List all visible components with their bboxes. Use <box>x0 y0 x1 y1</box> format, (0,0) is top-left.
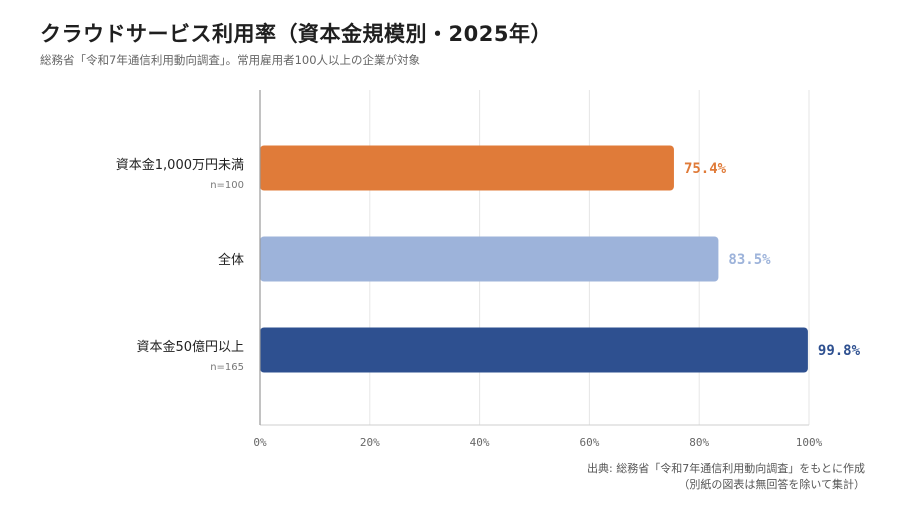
bars <box>260 145 808 373</box>
sample-size-label: n=165 <box>210 362 244 373</box>
source-line-1: 出典: 総務省「令和7年通信利用動向調査」をもとに作成 <box>587 462 865 475</box>
category-label: 資本金1,000万円未満 <box>116 157 244 173</box>
chart-title: クラウドサービス利用率（資本金規模別・2025年） <box>40 22 552 46</box>
bar-value-label: 75.4% <box>684 161 727 177</box>
bar-value-label: 99.8% <box>818 343 861 359</box>
x-tick-label: 100% <box>796 436 823 449</box>
x-tick-label: 0% <box>253 436 267 449</box>
source-line-2: （別紙の図表は無回答を除いて集計） <box>678 478 865 491</box>
category-labels: 75.4% 資本金1,000万円未満 n=100 83.5% 全体 99.8% 資本金50億… <box>116 157 861 373</box>
source-note: 出典: 総務省「令和7年通信利用動向調査」をもとに作成 （別紙の図表は無回答を除… <box>587 461 865 493</box>
sample-size-label: n=100 <box>210 180 244 191</box>
x-tick-label: 20% <box>360 436 380 449</box>
bar <box>260 327 808 373</box>
bar-value-label: 83.5% <box>728 252 771 268</box>
bar <box>260 145 674 191</box>
bar <box>260 236 719 282</box>
x-tick-label: 60% <box>579 436 599 449</box>
chart-subtitle: 総務省「令和7年通信利用動向調査」。常用雇用者100人以上の企業が対象 <box>40 53 421 67</box>
category-label: 資本金50億円以上 <box>136 339 244 355</box>
x-tick-label: 40% <box>470 436 490 449</box>
category-label: 全体 <box>218 252 244 268</box>
x-axis-ticks: 0% 20% 40% 60% 80% 100% <box>253 436 822 449</box>
x-tick-label: 80% <box>689 436 709 449</box>
